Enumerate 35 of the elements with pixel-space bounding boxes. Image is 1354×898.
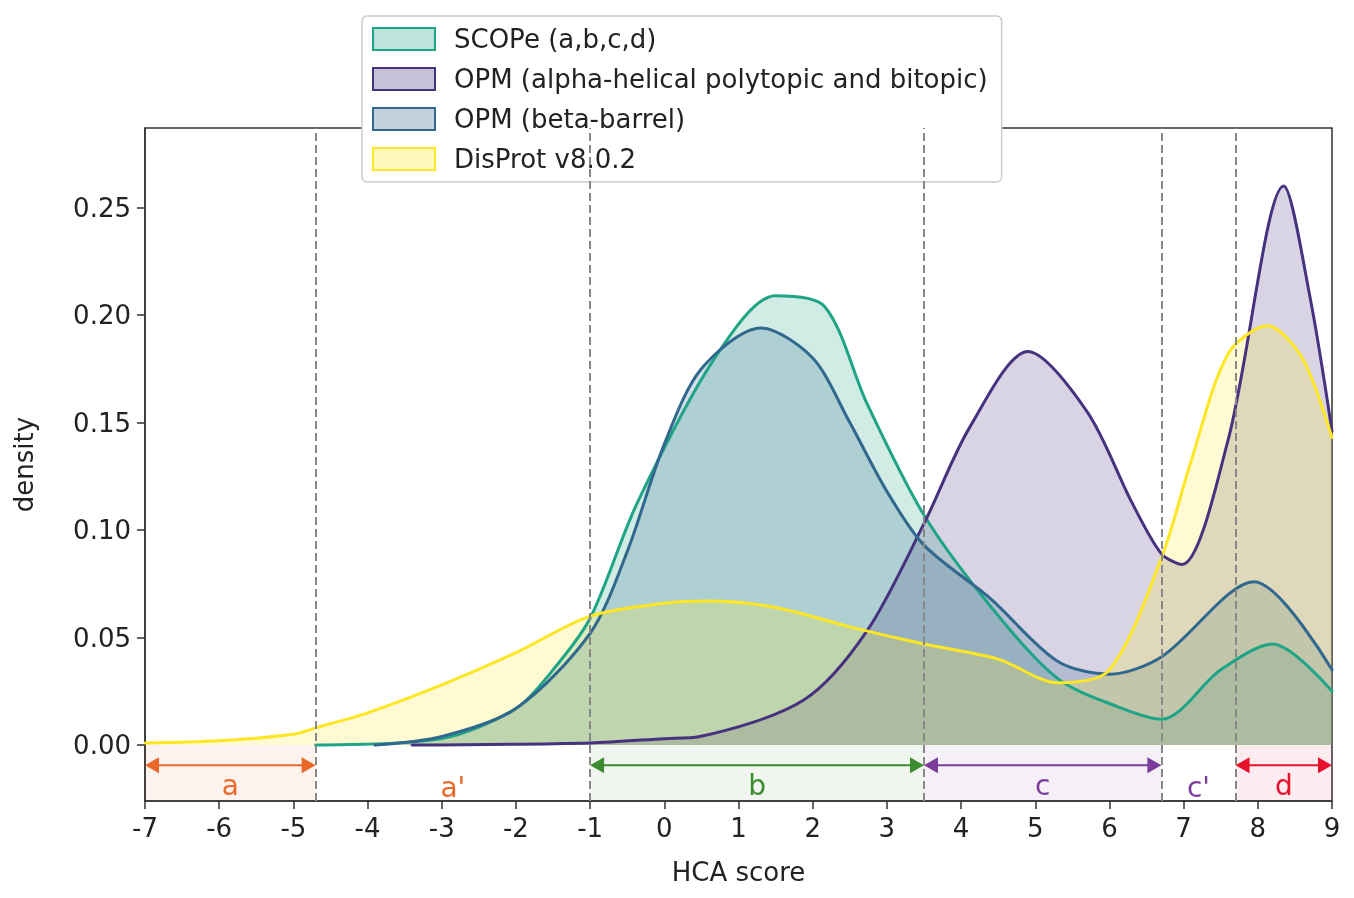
y-tick-label: 0.25	[73, 192, 131, 223]
x-tick-label: 4	[952, 813, 970, 843]
x-tick-label: -2	[502, 813, 529, 843]
x-tick-label: 7	[1175, 813, 1192, 843]
band-label: b	[748, 768, 766, 802]
y-tick-label: 0.20	[73, 300, 131, 331]
y-tick-label: 0.05	[73, 622, 131, 653]
x-tick-label: -5	[280, 813, 307, 843]
x-tick-label: -4	[354, 813, 381, 843]
x-axis-title: HCA score	[671, 857, 806, 887]
annotation: a'	[440, 770, 466, 804]
y-tick-label: 0.15	[73, 407, 131, 438]
x-tick-label: 9	[1323, 813, 1341, 843]
x-tick-label: 6	[1101, 813, 1118, 843]
legend-label: SCOPe (a,b,c,d)	[454, 24, 657, 54]
x-tick-label: 5	[1026, 813, 1044, 843]
band-label: a	[221, 768, 239, 802]
y-tick-label: 0.10	[73, 515, 131, 546]
x-tick-label: 2	[804, 813, 821, 843]
x-tick-label: -6	[206, 813, 233, 843]
annotation: c'	[1186, 770, 1211, 804]
legend-label: DisProt v8.0.2	[454, 144, 637, 174]
band-label: c	[1034, 768, 1051, 802]
x-tick-label: -7	[132, 813, 158, 843]
x-tick-label: 3	[878, 813, 896, 843]
legend-label: OPM (beta-barrel)	[454, 104, 686, 134]
x-tick-label: 1	[730, 813, 747, 843]
x-tick-label: -1	[577, 813, 604, 843]
x-tick-label: -3	[428, 813, 455, 843]
y-axis-title: density	[9, 416, 39, 513]
legend-label: OPM (alpha-helical polytopic and bitopic)	[454, 64, 988, 94]
band-label: d	[1274, 768, 1293, 802]
y-tick-label: 0.00	[73, 730, 131, 761]
x-tick-label: 0	[656, 813, 673, 843]
x-tick-label: 8	[1249, 813, 1267, 843]
